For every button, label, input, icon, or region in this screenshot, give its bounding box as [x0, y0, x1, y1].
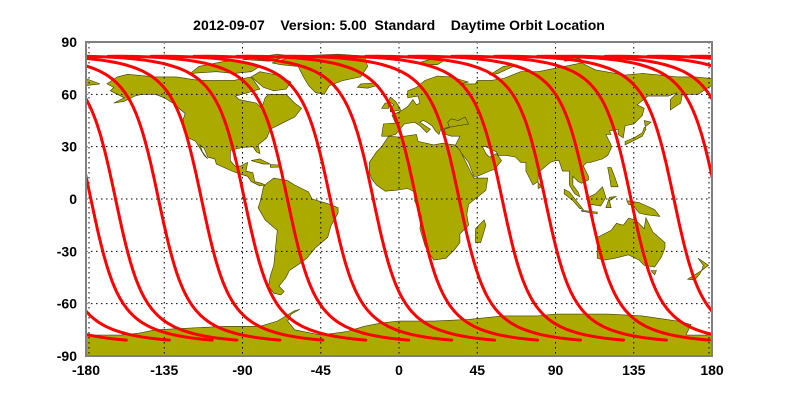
orbit-track-6 — [149, 54, 454, 342]
orbit-track-9 — [278, 54, 582, 342]
orbit-track-10 — [321, 54, 625, 342]
x-tick-label: 0 — [395, 362, 403, 378]
orbit-track-2 — [86, 64, 282, 342]
x-tick-label: 135 — [622, 362, 646, 378]
x-tick-label: -45 — [311, 362, 331, 378]
orbit-track-7 — [192, 54, 497, 342]
orbit-tracks — [0, 54, 800, 342]
land-borneo — [588, 186, 607, 207]
orbit-track-3 — [86, 56, 325, 342]
x-tick-label: -135 — [150, 362, 178, 378]
orbit-track-5 — [106, 54, 411, 342]
x-tick-label: 45 — [469, 362, 485, 378]
orbit-track-11 — [364, 54, 668, 342]
land-sri-lanka — [537, 181, 543, 189]
title-mode: Standard — [374, 17, 436, 33]
land-australia — [596, 216, 666, 268]
orbit-track-1 — [560, 54, 712, 103]
orbit-track-6 — [777, 56, 800, 340]
orbit-track-14 — [492, 54, 712, 314]
plot-frame — [85, 41, 713, 357]
land-philippines — [607, 167, 619, 188]
y-tick-label: 0 — [69, 191, 77, 207]
title-version: Version: 5.00 — [280, 17, 367, 33]
land-japan — [624, 120, 652, 146]
land-layer — [86, 53, 712, 356]
land-ireland — [381, 102, 389, 109]
land-novaya-zemlya — [489, 64, 518, 76]
land-tasmania — [650, 270, 657, 276]
land-new-zealand-north — [697, 258, 710, 272]
land-sumatra — [563, 188, 585, 211]
x-tick-label: 180 — [700, 362, 724, 378]
y-axis-ticks: 90 60 30 0 -30 -60 -90 — [57, 34, 77, 364]
x-tick-label: 90 — [548, 362, 564, 378]
x-axis-ticks: -180 -135 -90 -45 0 45 90 135 180 — [72, 362, 724, 378]
y-tick-label: 30 — [61, 139, 77, 155]
orbit-track-13 — [450, 54, 712, 336]
land-south-america — [257, 177, 339, 296]
orbit-track-4 — [86, 54, 368, 342]
orbit-track-11 — [0, 56, 40, 340]
orbit-track-1 — [86, 96, 239, 342]
orbit-track-5 — [734, 56, 800, 340]
land-north-america — [106, 73, 303, 187]
orbit-track-8 — [235, 54, 540, 342]
orbit-track-4 — [689, 54, 712, 58]
orbit-track-12 — [407, 54, 711, 342]
land-madagascar — [475, 219, 487, 243]
x-tick-label: -90 — [232, 362, 252, 378]
orbit-track-15 — [535, 54, 712, 184]
y-tick-label: -60 — [57, 296, 77, 312]
y-tick-label: 60 — [61, 86, 77, 102]
land-sulawesi — [605, 196, 617, 208]
land-cuba — [251, 158, 271, 165]
orbit-track-15 — [86, 169, 214, 342]
map-title: 2012-09-07 Version: 5.00 Standard Daytim… — [86, 17, 712, 33]
title-product: Daytime Orbit Location — [450, 17, 605, 33]
x-tick-label: -180 — [72, 362, 100, 378]
y-tick-label: -90 — [57, 348, 77, 364]
y-tick-label: 90 — [61, 34, 77, 50]
title-date: 2012-09-07 — [193, 17, 265, 33]
y-tick-label: -30 — [57, 243, 77, 259]
land-chukotka — [86, 78, 101, 86]
land-new-guinea — [626, 200, 661, 217]
